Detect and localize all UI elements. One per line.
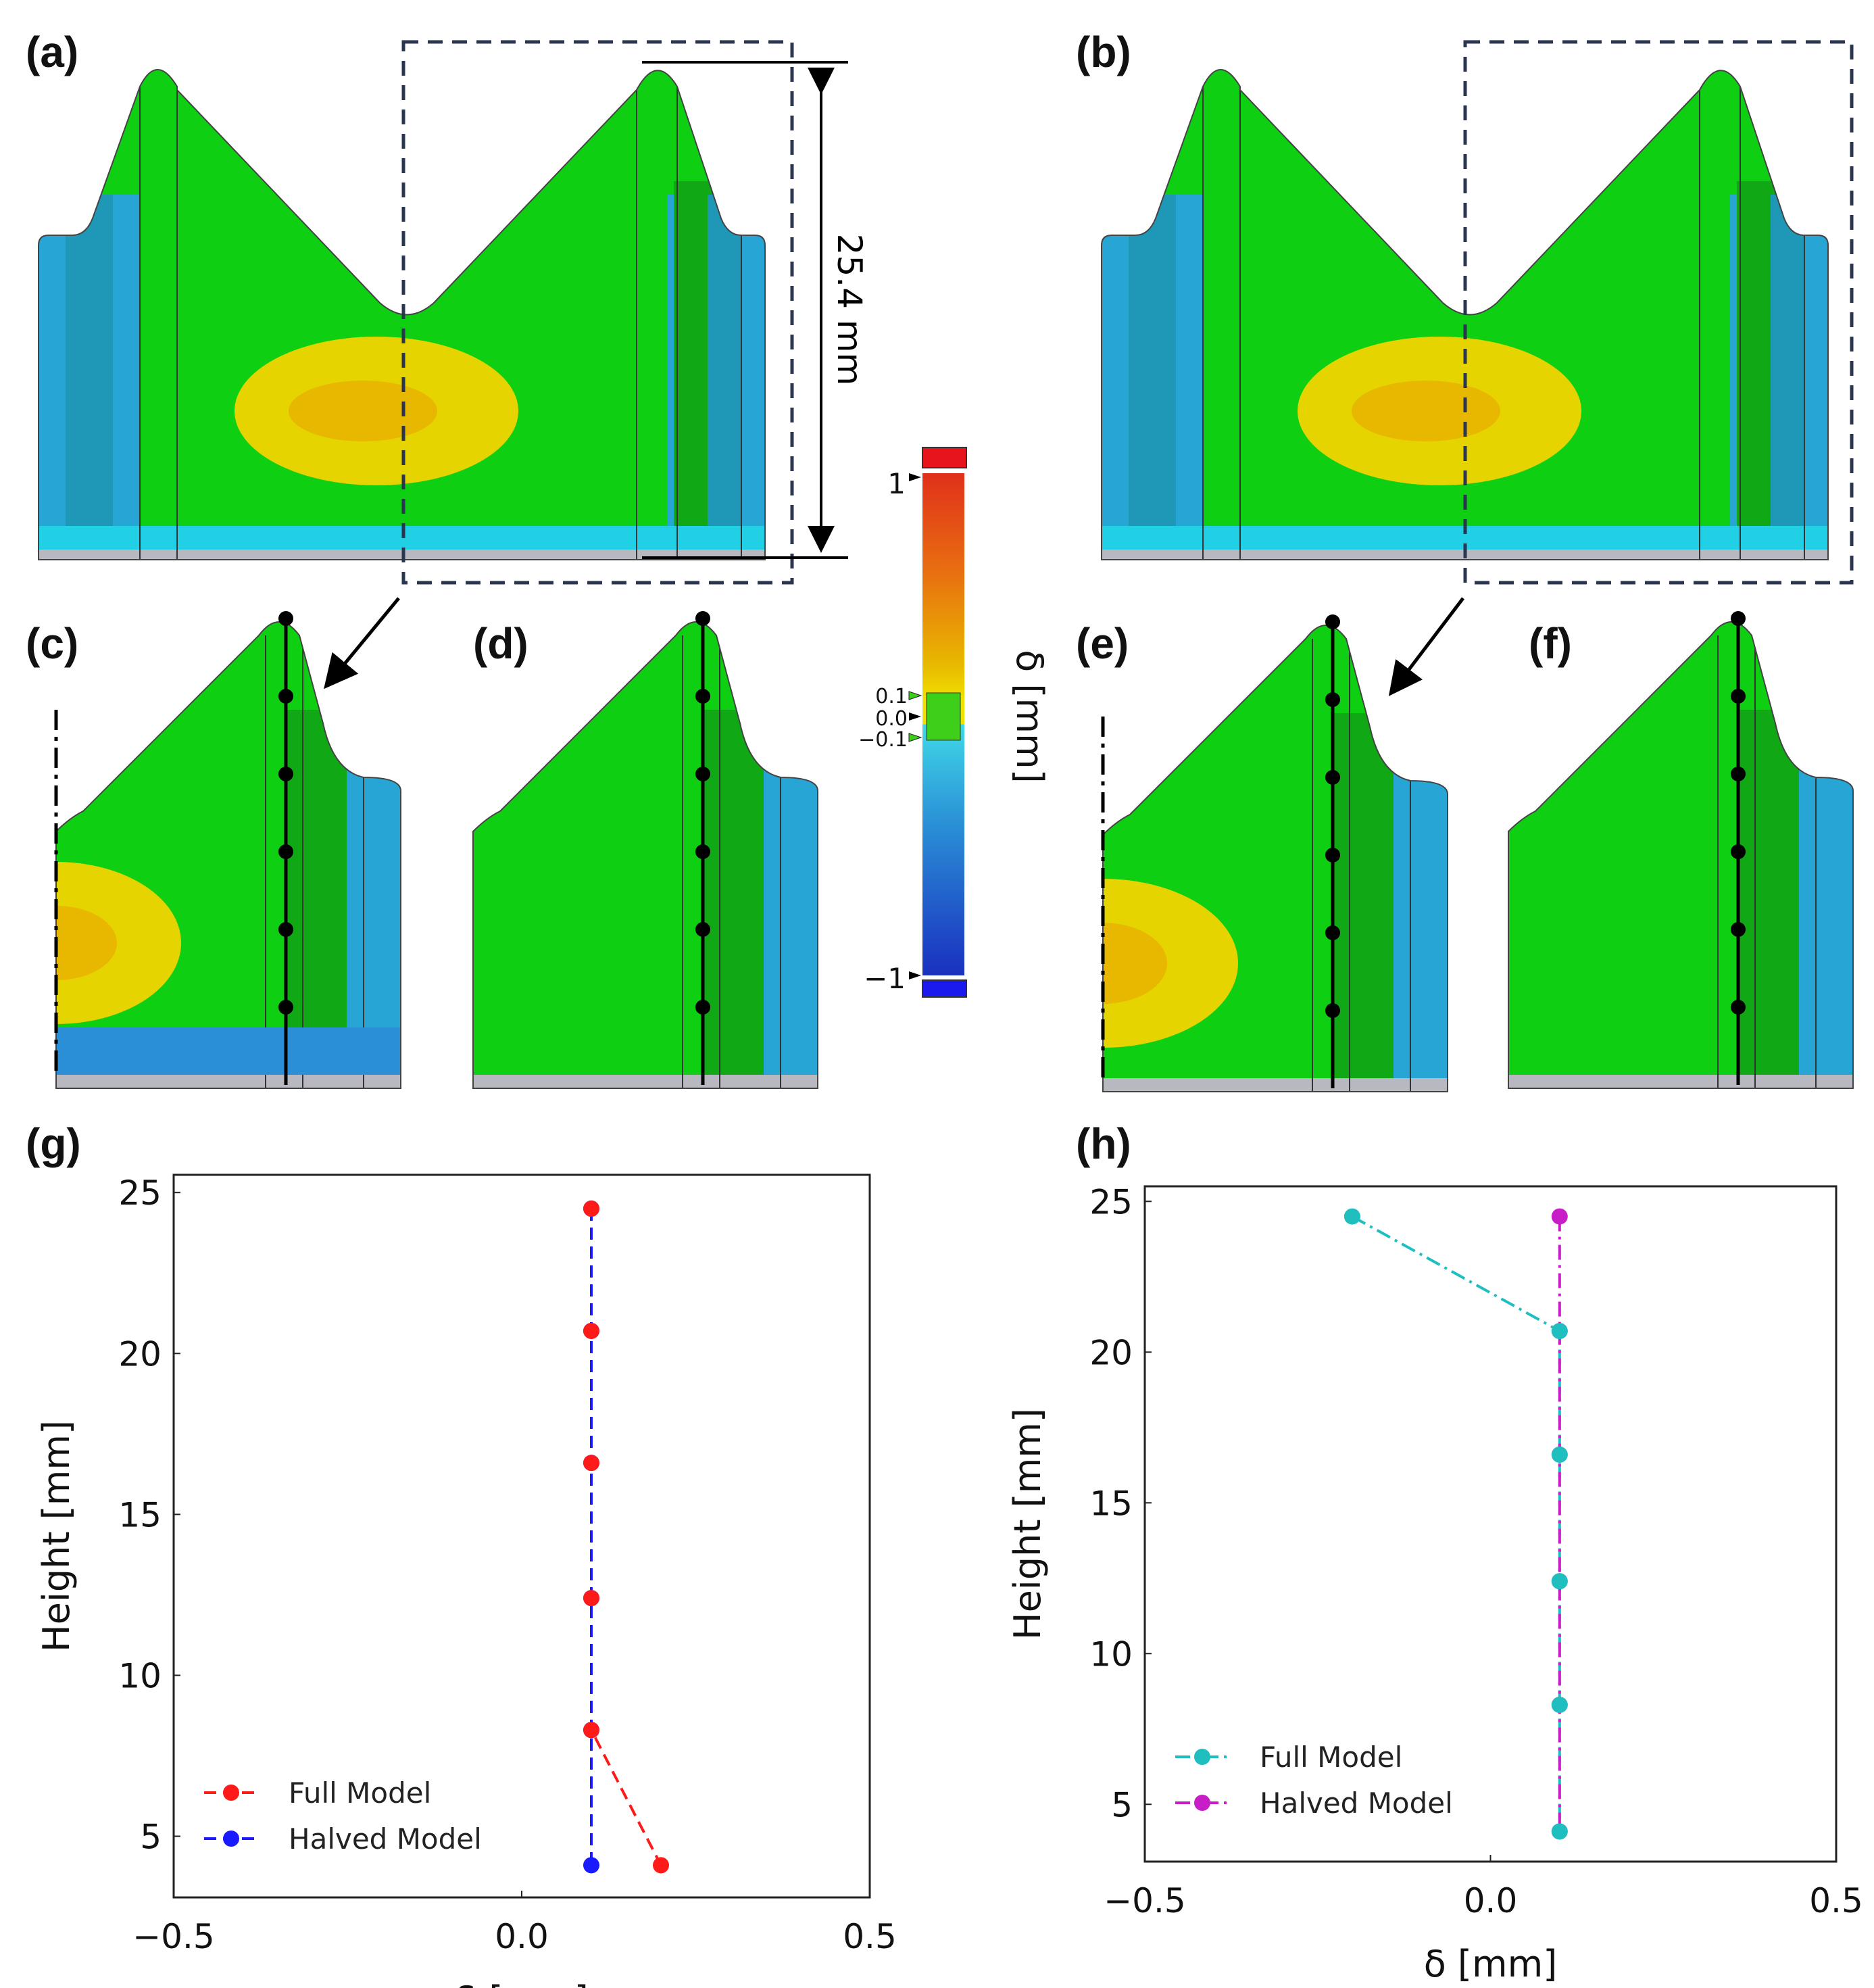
part-half-e <box>1102 612 1448 1092</box>
y-tick-label: 25 <box>118 1173 162 1213</box>
x-axis-label: δ [mm] <box>455 1979 589 1988</box>
legend-label: Full Model <box>1260 1741 1402 1774</box>
legend-marker <box>223 1831 239 1847</box>
panel-label-d: (d) <box>473 619 528 668</box>
legend-label: Halved Model <box>1260 1787 1453 1820</box>
y-tick-label: 5 <box>1111 1785 1133 1824</box>
chart-h: −0.5 0.0 0.5 5 10 15 20 25 δ [mm] Height [mm] Full… <box>1006 1182 1863 1985</box>
data-point-halved-model <box>1551 1823 1568 1840</box>
panel-label-b: (b) <box>1076 28 1131 76</box>
chart-g: −0.5 0.0 0.5 5 10 15 20 25 δ [mm] Height [mm] Full… <box>35 1173 897 1988</box>
data-point-full-model <box>583 1200 599 1217</box>
zoom-box-b <box>1463 40 1854 585</box>
part-half-d <box>472 608 818 1089</box>
data-point-full-model <box>1551 1823 1568 1840</box>
x-tick-label: −0.5 <box>132 1917 214 1956</box>
x-tick-label: 0.0 <box>495 1917 549 1956</box>
panel-label-e: (e) <box>1076 619 1129 668</box>
data-point-full-model <box>1551 1323 1568 1340</box>
colorbar-tick-0.1: 0.1 <box>875 685 908 708</box>
panel-label-c: (c) <box>26 619 79 668</box>
colorbar-label: δ [mm] <box>1008 650 1051 783</box>
y-tick-label: 15 <box>118 1495 162 1534</box>
part-half-f <box>1508 608 1854 1089</box>
panel-label-h: (h) <box>1076 1119 1131 1168</box>
y-axis-label: Height [mm] <box>35 1420 78 1652</box>
y-tick-label: 10 <box>118 1656 162 1695</box>
plot-frame <box>172 1173 871 1899</box>
legend-marker <box>1194 1749 1210 1765</box>
series-line-full-model <box>1351 1215 1561 1832</box>
y-tick-label: 15 <box>1089 1484 1133 1523</box>
part-half-c <box>55 608 401 1089</box>
zoom-box-a <box>401 40 794 585</box>
zoom-arrow-e <box>1388 597 1464 696</box>
x-tick-label: −0.5 <box>1104 1881 1185 1920</box>
data-point-halved-model <box>1551 1323 1568 1340</box>
data-point-full-model <box>1551 1697 1568 1714</box>
panel-label-f: (f) <box>1529 619 1572 668</box>
y-tick-label: 10 <box>1089 1634 1133 1674</box>
x-tick-label: 0.5 <box>843 1917 897 1956</box>
legend-label: Full Model <box>289 1776 431 1810</box>
y-tick-label: 20 <box>1089 1333 1133 1372</box>
data-point-full-model <box>1551 1446 1568 1463</box>
y-tick-label: 5 <box>140 1818 162 1857</box>
data-point-halved-model <box>583 1322 599 1339</box>
data-point-halved-model <box>583 1857 599 1874</box>
data-point-halved-model <box>583 1590 599 1607</box>
data-point-halved-model <box>1551 1573 1568 1590</box>
dimension-arrow <box>642 61 848 559</box>
data-point-halved-model <box>583 1722 599 1739</box>
colorbar-tick-minus-0.1: −0.1 <box>858 728 908 752</box>
y-tick-label: 20 <box>118 1334 162 1374</box>
data-point-halved-model <box>583 1455 599 1472</box>
legend-marker <box>223 1785 239 1801</box>
data-point-halved-model <box>1551 1446 1568 1463</box>
data-point-full-model <box>1343 1208 1360 1225</box>
series-line-full-model <box>590 1208 662 1866</box>
dimension-label: 25.4 mm <box>830 234 869 386</box>
data-point-full-model <box>583 1722 599 1739</box>
data-point-halved-model <box>1551 1697 1568 1714</box>
contour-figures: 25.4 mm <box>38 40 1854 1092</box>
data-point-full-model <box>583 1455 599 1472</box>
legend-marker <box>1194 1795 1210 1811</box>
y-axis-label: Height [mm] <box>1006 1408 1049 1640</box>
data-point-full-model <box>653 1857 669 1874</box>
x-tick-label: 0.0 <box>1464 1881 1518 1920</box>
data-point-halved-model <box>583 1200 599 1217</box>
colorbar-tick-minus-1: −1 <box>864 962 906 995</box>
x-tick-label: 0.5 <box>1809 1881 1863 1920</box>
colorbar <box>908 447 967 998</box>
colorbar-tick-1: 1 <box>887 467 906 500</box>
data-point-full-model <box>1551 1573 1568 1590</box>
data-point-halved-model <box>1551 1208 1568 1225</box>
plot-frame <box>1143 1185 1838 1863</box>
x-axis-label: δ [mm] <box>1424 1943 1558 1985</box>
panel-label-a: (a) <box>26 28 79 76</box>
colorbar-tick-0.0: 0.0 <box>875 707 908 731</box>
legend-label: Halved Model <box>289 1822 482 1856</box>
data-point-full-model <box>583 1590 599 1607</box>
y-tick-label: 25 <box>1089 1182 1133 1221</box>
panel-label-g: (g) <box>26 1119 81 1168</box>
zoom-arrow-c <box>324 597 400 689</box>
data-point-full-model <box>583 1322 599 1339</box>
